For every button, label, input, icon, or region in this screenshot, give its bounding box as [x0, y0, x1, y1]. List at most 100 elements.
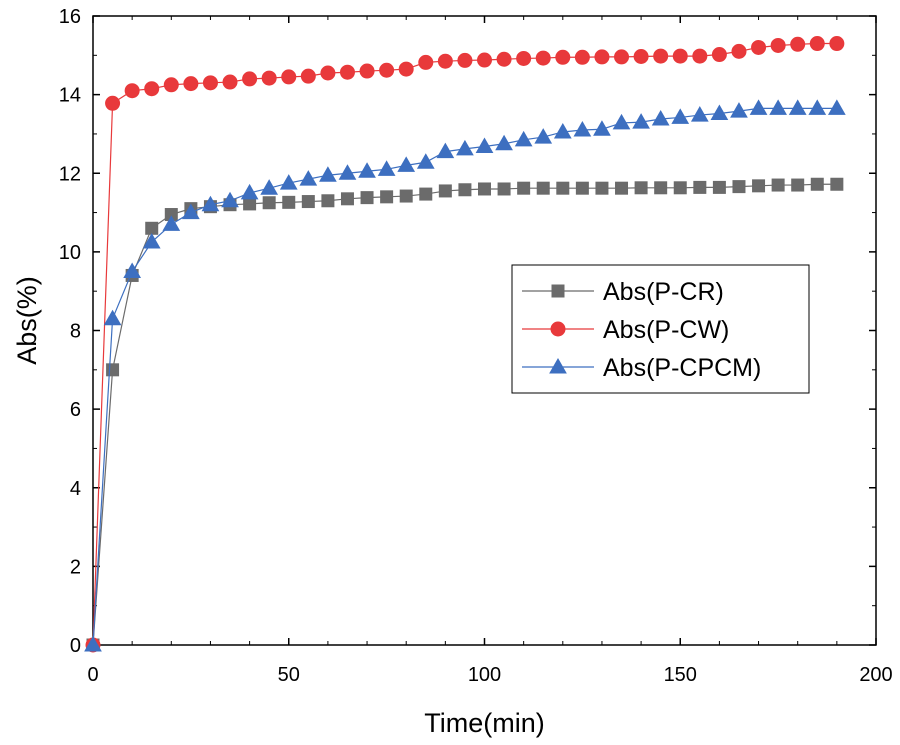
data-point [809, 36, 825, 52]
data-point [183, 76, 199, 92]
y-tick-label: 10 [59, 242, 81, 264]
series-2 [85, 36, 845, 653]
data-point [595, 181, 609, 195]
data-point [163, 77, 179, 93]
data-point [339, 64, 355, 80]
data-point [615, 181, 629, 195]
data-point [379, 62, 395, 78]
data-point [555, 49, 571, 65]
legend-item: Abs(P-CPCM) [522, 354, 761, 382]
data-point [260, 179, 279, 195]
x-tick-label: 50 [278, 664, 300, 686]
data-point [693, 180, 707, 194]
data-point [830, 177, 844, 191]
data-point [416, 153, 435, 169]
data-point [495, 134, 513, 151]
data-point [791, 178, 805, 192]
series-line [92, 183, 837, 646]
data-point [437, 53, 453, 69]
data-point [752, 179, 766, 193]
data-point [690, 106, 709, 122]
series-3 [84, 99, 846, 652]
data-point [301, 195, 315, 209]
data-point [671, 108, 690, 124]
data-point [633, 48, 649, 64]
data-point [145, 221, 159, 235]
data-point [654, 181, 668, 195]
legend: Abs(P-CR) Abs(P-CW) Abs(P-CPCM) [511, 264, 810, 394]
data-point [358, 162, 376, 178]
data-point [731, 43, 747, 59]
data-point [790, 36, 806, 52]
data-point [418, 54, 434, 70]
y-tick-label: 14 [59, 85, 81, 107]
y-axis: 0 2 4 6 8 10 12 14 16 [59, 6, 876, 657]
data-point [593, 120, 611, 136]
data-point [672, 48, 688, 64]
data-point [398, 61, 414, 77]
data-point [124, 83, 140, 99]
data-point [182, 203, 200, 220]
data-point [419, 187, 433, 201]
data-point [359, 63, 375, 79]
data-point [632, 113, 650, 129]
data-point [202, 75, 218, 91]
data-point [496, 51, 512, 67]
y-tick-label: 12 [59, 163, 81, 185]
legend-marker [550, 321, 566, 337]
data-point [517, 181, 531, 195]
data-point [477, 52, 492, 68]
data-point [300, 68, 316, 84]
data-point [771, 178, 785, 192]
data-point [84, 635, 102, 652]
data-point [279, 174, 298, 190]
data-point [319, 166, 337, 182]
data-point [360, 191, 374, 205]
data-point [749, 99, 768, 115]
data-point [614, 49, 630, 65]
data-point [653, 48, 669, 64]
x-axis-title: Time(min) [424, 708, 545, 738]
legend-label: Abs(P-CW) [603, 316, 729, 344]
series-layer [84, 36, 846, 653]
data-point [556, 181, 570, 195]
data-point [399, 189, 413, 203]
data-point [770, 37, 786, 53]
data-point [514, 130, 533, 147]
data-point [516, 50, 532, 66]
data-point [338, 164, 357, 180]
data-point [397, 156, 416, 172]
data-point [299, 170, 318, 186]
legend-label: Abs(P-CR) [603, 278, 724, 306]
data-point [242, 71, 258, 87]
data-point [240, 183, 259, 200]
data-point [827, 99, 846, 115]
data-point [573, 120, 592, 137]
data-point [634, 181, 648, 195]
data-point [340, 192, 354, 206]
data-point [710, 104, 729, 120]
data-point [711, 47, 727, 63]
data-point [262, 196, 276, 210]
data-point [712, 180, 726, 194]
data-point [142, 233, 161, 249]
data-point [574, 49, 590, 65]
y-tick-label: 6 [70, 399, 81, 421]
data-point [730, 102, 748, 118]
data-point [673, 181, 687, 195]
data-point [536, 181, 550, 195]
data-point [106, 363, 120, 377]
data-point [769, 99, 787, 115]
data-point [478, 182, 491, 196]
data-point [123, 262, 142, 279]
legend-marker [549, 357, 567, 374]
data-point [438, 184, 452, 198]
data-point [457, 52, 473, 68]
data-point [553, 122, 572, 139]
data-point [436, 142, 455, 159]
legend-item: Abs(P-CR) [522, 278, 724, 306]
x-tick-label: 150 [664, 664, 697, 686]
data-point [321, 194, 335, 208]
series-1 [86, 177, 844, 652]
